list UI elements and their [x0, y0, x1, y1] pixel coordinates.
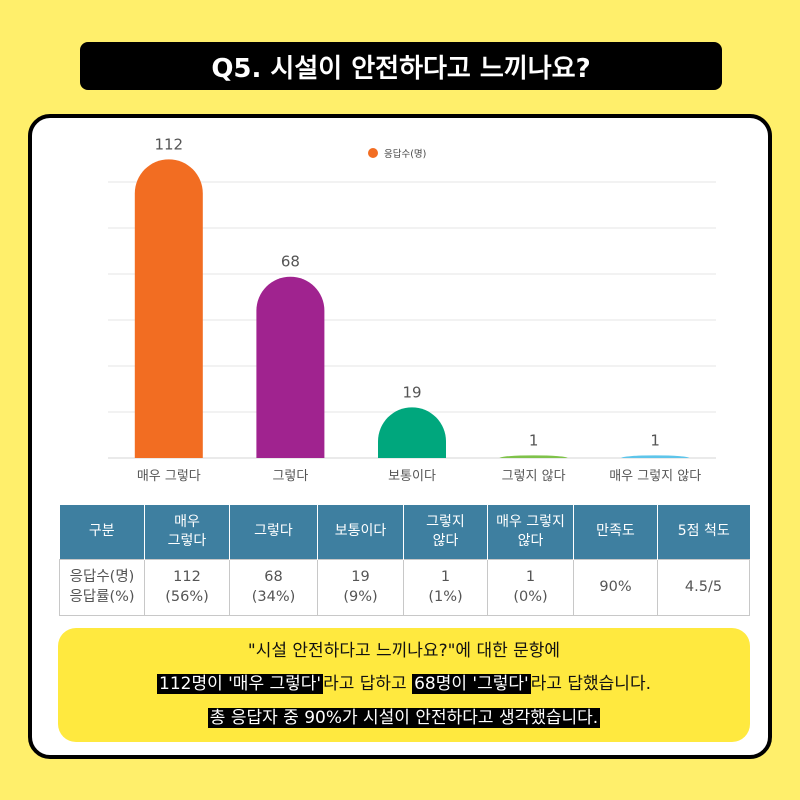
summary-highlight-1: 112명이 '매우 그렇다'	[157, 674, 324, 695]
bar-5	[621, 455, 690, 458]
th-agree: 그렇다	[229, 505, 318, 559]
table-header-row: 구분 매우 그렇다 그렇다 보통이다 그렇지 않다 매우 그렇지 않다 만족도 …	[59, 505, 750, 559]
th-very-disagree: 매우 그렇지 않다	[487, 505, 574, 559]
summary-line-3: 총 응답자 중 90%가 시설이 안전하다고 생각했습니다.	[207, 703, 601, 734]
category-label-4: 그렇지 않다	[502, 469, 566, 484]
th-satisfaction: 만족도	[573, 505, 658, 559]
th-category: 구분	[59, 505, 145, 559]
result-table: 구분 매우 그렇다 그렇다 보통이다 그렇지 않다 매우 그렇지 않다 만족도 …	[59, 505, 750, 616]
bar-1	[134, 159, 203, 458]
summary-box: "시설 안전하다고 느끼나요?"에 대한 문항에 112명이 '매우 그렇다' 라…	[58, 628, 750, 742]
legend-label: 응답수(명)	[384, 148, 426, 160]
bar-2	[256, 276, 325, 458]
category-label-5: 매우 그렇지 않다	[609, 469, 701, 484]
data-label-5: 1	[650, 431, 660, 449]
category-label-1: 매우 그렇다	[137, 469, 201, 484]
page-title: Q5. 시설이 안전하다고 느끼나요?	[80, 42, 722, 90]
bar-chart: 응답수(명) 112 매우 그렇다 68 그렇다 19 보통이다 1 그렇지 않다 1 매우 그렇지…	[108, 135, 716, 484]
cell-agree: 68 (34%)	[229, 558, 318, 616]
bar-3	[378, 407, 446, 458]
cell-disagree: 1 (1%)	[403, 558, 488, 616]
th-disagree: 그렇지 않다	[403, 505, 488, 559]
cell-very-agree: 112 (56%)	[144, 558, 230, 616]
cell-neutral: 19 (9%)	[317, 558, 404, 616]
category-label-3: 보통이다	[388, 469, 436, 484]
data-label-2: 68	[281, 253, 300, 271]
category-label-2: 그렇다	[272, 469, 308, 484]
cell-very-disagree: 1 (0%)	[487, 558, 574, 616]
bar-4	[499, 455, 568, 458]
legend-marker	[368, 148, 378, 158]
result-card: 응답수(명) 112 매우 그렇다 68 그렇다 19 보통이다 1 그렇지 않다 1 매우 그렇지…	[28, 114, 772, 759]
data-label-4: 1	[529, 431, 539, 449]
th-neutral: 보통이다	[317, 505, 404, 559]
th-scale: 5점 척도	[657, 505, 750, 559]
data-label-1: 112	[154, 135, 183, 153]
cell-scale: 4.5/5	[657, 558, 750, 616]
summary-highlight-2: 68명이 '그렇다'	[412, 674, 531, 695]
summary-line-2: 112명이 '매우 그렇다' 라고 답하고 68명이 '그렇다' 라고 답했습니다.	[157, 674, 651, 695]
cell-satisfaction: 90%	[573, 558, 658, 616]
data-label-3: 19	[402, 383, 421, 401]
th-very-agree: 매우 그렇다	[144, 505, 230, 559]
row-label-cell: 응답수(명) 응답률(%)	[59, 558, 145, 616]
summary-line-1: "시설 안전하다고 느끼나요?"에 대한 문항에	[247, 640, 561, 661]
table-row: 응답수(명) 응답률(%) 112 (56%) 68 (34%) 19 (9%) 1 (1…	[59, 558, 750, 616]
summary-highlight-3: 총 응답자 중 90%가 시설이 안전하다고 생각했습니다.	[207, 707, 601, 728]
